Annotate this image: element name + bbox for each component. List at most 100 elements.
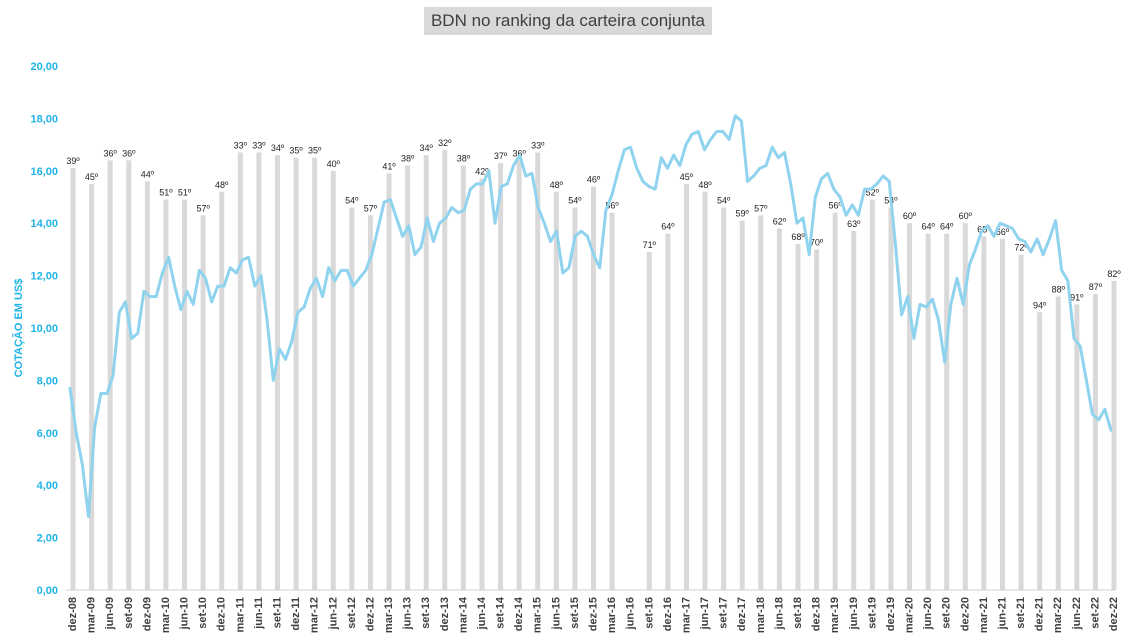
x-tick-label: jun-13 (402, 597, 414, 630)
x-tick-label: mar-14 (457, 596, 469, 633)
bar (349, 207, 355, 591)
bar (535, 152, 541, 590)
x-tick-label: mar-12 (309, 597, 321, 633)
x-tick-label: dez-09 (141, 597, 153, 631)
bar-label: 36º (104, 148, 118, 158)
y-tick-label: 4,00 (37, 480, 58, 492)
bar (1055, 296, 1061, 590)
bar (721, 207, 727, 591)
bar-label: 38º (401, 154, 415, 164)
bar-label: 44º (141, 169, 155, 179)
x-tick-label: dez-11 (290, 597, 302, 631)
line-layer (68, 114, 1113, 519)
bar-label: 70º (810, 237, 824, 247)
bar-label: 36º (122, 148, 136, 158)
bar (981, 236, 987, 591)
chart-title: BDN no ranking da carteira conjunta (430, 11, 706, 30)
bar-label: 64º (940, 222, 954, 232)
bar (814, 249, 820, 590)
x-tick-label: jun-17 (699, 597, 711, 630)
x-tick-label: mar-22 (1052, 597, 1064, 633)
bar-label: 59º (736, 209, 750, 219)
bar-label: 48º (550, 180, 564, 190)
bar-label: 38º (457, 154, 471, 164)
bar-label: 32º (438, 138, 452, 148)
x-tick-label: set-10 (197, 597, 209, 629)
bar-label: 33º (531, 140, 545, 150)
x-tick-label: mar-20 (904, 597, 916, 633)
x-tick-label: dez-10 (216, 597, 228, 631)
bar (702, 191, 708, 590)
y-axis: 0,00 2,00 4,00 6,00 8,00 10,00 12,00 14,00 16,00… (30, 61, 58, 597)
bar-label: 57º (196, 203, 210, 213)
bar (237, 152, 243, 590)
bar (70, 168, 76, 590)
bar (591, 186, 596, 590)
bar (795, 244, 801, 590)
bar (1074, 304, 1080, 590)
y-tick-label: 8,00 (37, 375, 58, 387)
chart-title-background (424, 7, 712, 35)
bar-label: 35º (308, 146, 322, 156)
bar-label: 52º (866, 188, 880, 198)
x-tick-label: dez-08 (67, 597, 79, 631)
x-tick-label: mar-13 (383, 597, 395, 633)
bar (256, 152, 262, 590)
bar (107, 160, 113, 590)
bar-label: 34º (271, 143, 285, 153)
bar-label: 94º (1033, 300, 1047, 310)
bar (851, 231, 857, 590)
x-tick-label: mar-09 (86, 597, 98, 633)
bar-label: 62º (773, 216, 787, 226)
x-tick-label: jun-20 (922, 597, 934, 630)
y-tick-label: 14,00 (30, 218, 58, 230)
bar (999, 238, 1005, 591)
bar (1018, 254, 1024, 590)
y-tick-label: 2,00 (37, 533, 58, 545)
bar-label: 36º (512, 148, 526, 158)
bar (460, 165, 466, 590)
x-tick-label: jun-15 (550, 597, 562, 630)
x-tick-label: set-15 (569, 597, 581, 629)
bar (182, 199, 188, 590)
x-tick-label: jun-14 (476, 596, 488, 630)
bar-label: 56º (605, 201, 619, 211)
x-tick-label: set-14 (495, 596, 507, 629)
bar-label: 41º (382, 161, 396, 171)
x-tick-label: dez-14 (513, 596, 525, 631)
bar-label: 46º (587, 175, 601, 185)
x-tick-label: jun-16 (625, 597, 637, 630)
bar-label: 42º (475, 167, 489, 177)
x-axis: dez-08 mar-09 jun-09 set-09 dez-09 mar-10 jun-… (66, 589, 1120, 633)
x-tick-label: jun-21 (996, 597, 1008, 630)
x-tick-label: dez-15 (588, 597, 600, 631)
bar (609, 212, 615, 590)
bar-label: 60º (959, 211, 973, 221)
x-tick-label: set-22 (1089, 597, 1101, 629)
x-tick-label: set-19 (866, 597, 878, 629)
bar-label: 35º (289, 146, 303, 156)
x-tick-label: dez-20 (959, 597, 971, 631)
bar-label: 51º (159, 188, 173, 198)
bar-label: 56º (829, 201, 843, 211)
bar-label: 64º (661, 222, 675, 232)
x-tick-label: mar-21 (978, 597, 990, 633)
bar (683, 183, 689, 590)
bar (163, 199, 169, 590)
x-tick-label: jun-10 (179, 597, 191, 630)
bar (312, 157, 318, 590)
bar-label: 45º (85, 172, 99, 182)
bar-label: 57º (364, 203, 378, 213)
bar (386, 173, 392, 591)
bar-label: 54º (568, 195, 582, 205)
bar (1092, 293, 1098, 590)
bar (962, 223, 968, 590)
bar-label: 87º (1089, 282, 1103, 292)
x-tick-label: mar-19 (829, 597, 841, 633)
bar-label: 72º (1014, 243, 1028, 253)
bar-label: 71º (643, 240, 657, 250)
bar-label: 64º (921, 222, 935, 232)
x-tick-label: jun-18 (773, 597, 785, 630)
bar (442, 149, 448, 590)
bar (516, 160, 522, 590)
